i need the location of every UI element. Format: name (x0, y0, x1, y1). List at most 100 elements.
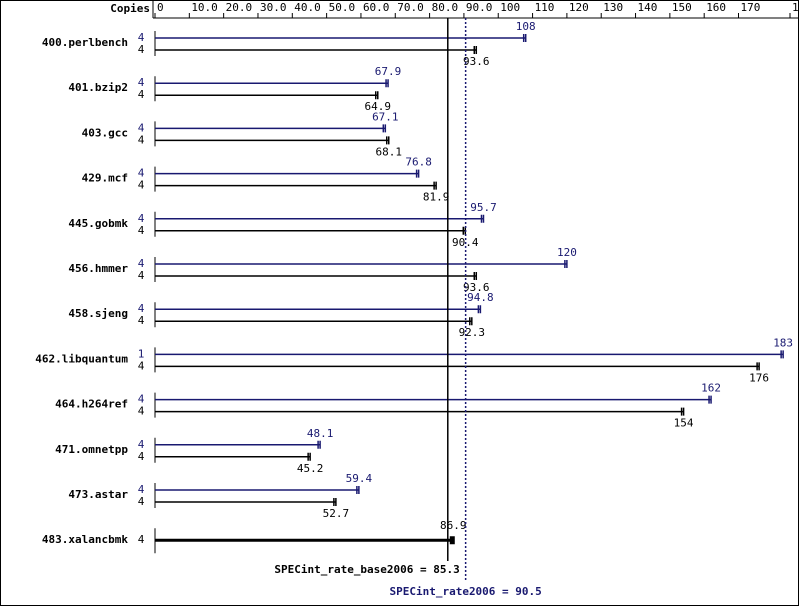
category-label: 400.perlbench (42, 36, 128, 49)
category-label: 471.omnetpp (55, 443, 128, 456)
value-label: 92.3 (459, 326, 486, 339)
copies-label: 4 (138, 212, 145, 225)
bar (155, 46, 478, 54)
bar (155, 536, 455, 545)
x-tick-label: 50.0 (329, 1, 356, 14)
value-label: 183 (773, 336, 793, 349)
category-label: 401.bzip2 (68, 81, 128, 94)
x-tick-label: 160 (706, 1, 726, 14)
bar (155, 486, 360, 494)
copies-label: 4 (138, 43, 145, 56)
copies-label: 4 (138, 450, 145, 463)
copies-label: 1 (138, 347, 145, 360)
category-label: 456.hmmer (68, 262, 128, 275)
value-label: 81.9 (423, 191, 450, 204)
value-label: 64.9 (365, 100, 392, 113)
x-axis-label: Copies (110, 2, 150, 15)
value-label: 94.8 (467, 291, 494, 304)
category-label: 483.xalancbmk (42, 533, 128, 546)
copies-label: 4 (138, 257, 145, 270)
value-label: 68.1 (375, 145, 402, 158)
x-tick-label: 130 (603, 1, 623, 14)
x-tick-label: 0 (157, 1, 164, 14)
x-tick-label: 170 (741, 1, 761, 14)
category-label: 403.gcc (82, 126, 128, 139)
value-label: 67.1 (372, 110, 399, 123)
x-tick-label: 60.0 (363, 1, 390, 14)
value-label: 59.4 (346, 472, 373, 485)
category-label: 473.astar (68, 488, 128, 501)
x-tick-label: 70.0 (397, 1, 424, 14)
bar (155, 350, 784, 359)
category-label: 445.gobmk (68, 217, 128, 230)
bar (155, 79, 389, 88)
bar (155, 91, 379, 100)
copies-label: 4 (138, 31, 145, 44)
x-tick-label: 110 (535, 1, 555, 14)
value-label: 67.9 (375, 65, 402, 78)
bar (155, 136, 390, 145)
value-label: 86.9 (440, 519, 467, 532)
x-tick-label: 20.0 (226, 1, 253, 14)
value-label: 95.7 (470, 201, 497, 214)
value-label: 176 (749, 371, 769, 384)
x-tick-label: 30.0 (260, 1, 287, 14)
copies-label: 4 (138, 359, 145, 372)
copies-label: 4 (138, 133, 145, 146)
bar (155, 317, 473, 326)
copies-label: 4 (138, 179, 145, 192)
bar (155, 395, 712, 404)
x-tick-label: 185 (792, 1, 799, 14)
bar (155, 440, 321, 449)
copies-label: 4 (138, 314, 145, 327)
copies-label: 4 (138, 302, 145, 315)
bar (155, 260, 568, 268)
x-tick-label: 150 (672, 1, 692, 14)
copies-label: 4 (138, 533, 145, 546)
x-tick-label: 120 (569, 1, 589, 14)
bar (155, 362, 760, 371)
x-tick-label: 40.0 (294, 1, 321, 14)
value-label: 93.6 (463, 281, 490, 294)
copies-label: 4 (138, 269, 145, 282)
bar (155, 407, 685, 416)
bar (155, 169, 420, 178)
x-tick-label: 10.0 (191, 1, 218, 14)
category-label: 429.mcf (82, 172, 128, 185)
copies-label: 4 (138, 483, 145, 496)
reference-label: SPECint_rate2006 = 90.5 (389, 585, 541, 598)
x-tick-label: 100 (500, 1, 520, 14)
category-label: 464.h264ref (55, 398, 128, 411)
bar (155, 214, 485, 223)
bar (155, 498, 337, 506)
value-label: 108 (516, 20, 536, 33)
x-tick-label: 140 (638, 1, 658, 14)
value-label: 120 (557, 246, 577, 259)
bar (155, 305, 482, 314)
value-label: 48.1 (307, 427, 334, 440)
bar (155, 452, 311, 461)
copies-label: 4 (138, 88, 145, 101)
value-label: 45.2 (297, 462, 324, 475)
category-label: 458.sjeng (68, 307, 128, 320)
reference-label: SPECint_rate_base2006 = 85.3 (274, 563, 459, 576)
bar (155, 124, 387, 133)
copies-label: 4 (138, 167, 145, 180)
copies-label: 4 (138, 495, 145, 508)
bar (155, 272, 478, 280)
value-label: 52.7 (323, 507, 350, 520)
value-label: 76.8 (405, 156, 432, 169)
copies-label: 4 (138, 224, 145, 237)
value-label: 162 (701, 382, 721, 395)
copies-label: 4 (138, 76, 145, 89)
x-tick-label: 80.0 (432, 1, 459, 14)
copies-label: 4 (138, 121, 145, 134)
category-label: 462.libquantum (35, 352, 128, 365)
value-label: 93.6 (463, 55, 490, 68)
value-label: 154 (674, 417, 694, 430)
copies-label: 4 (138, 405, 145, 418)
bar (155, 34, 527, 42)
